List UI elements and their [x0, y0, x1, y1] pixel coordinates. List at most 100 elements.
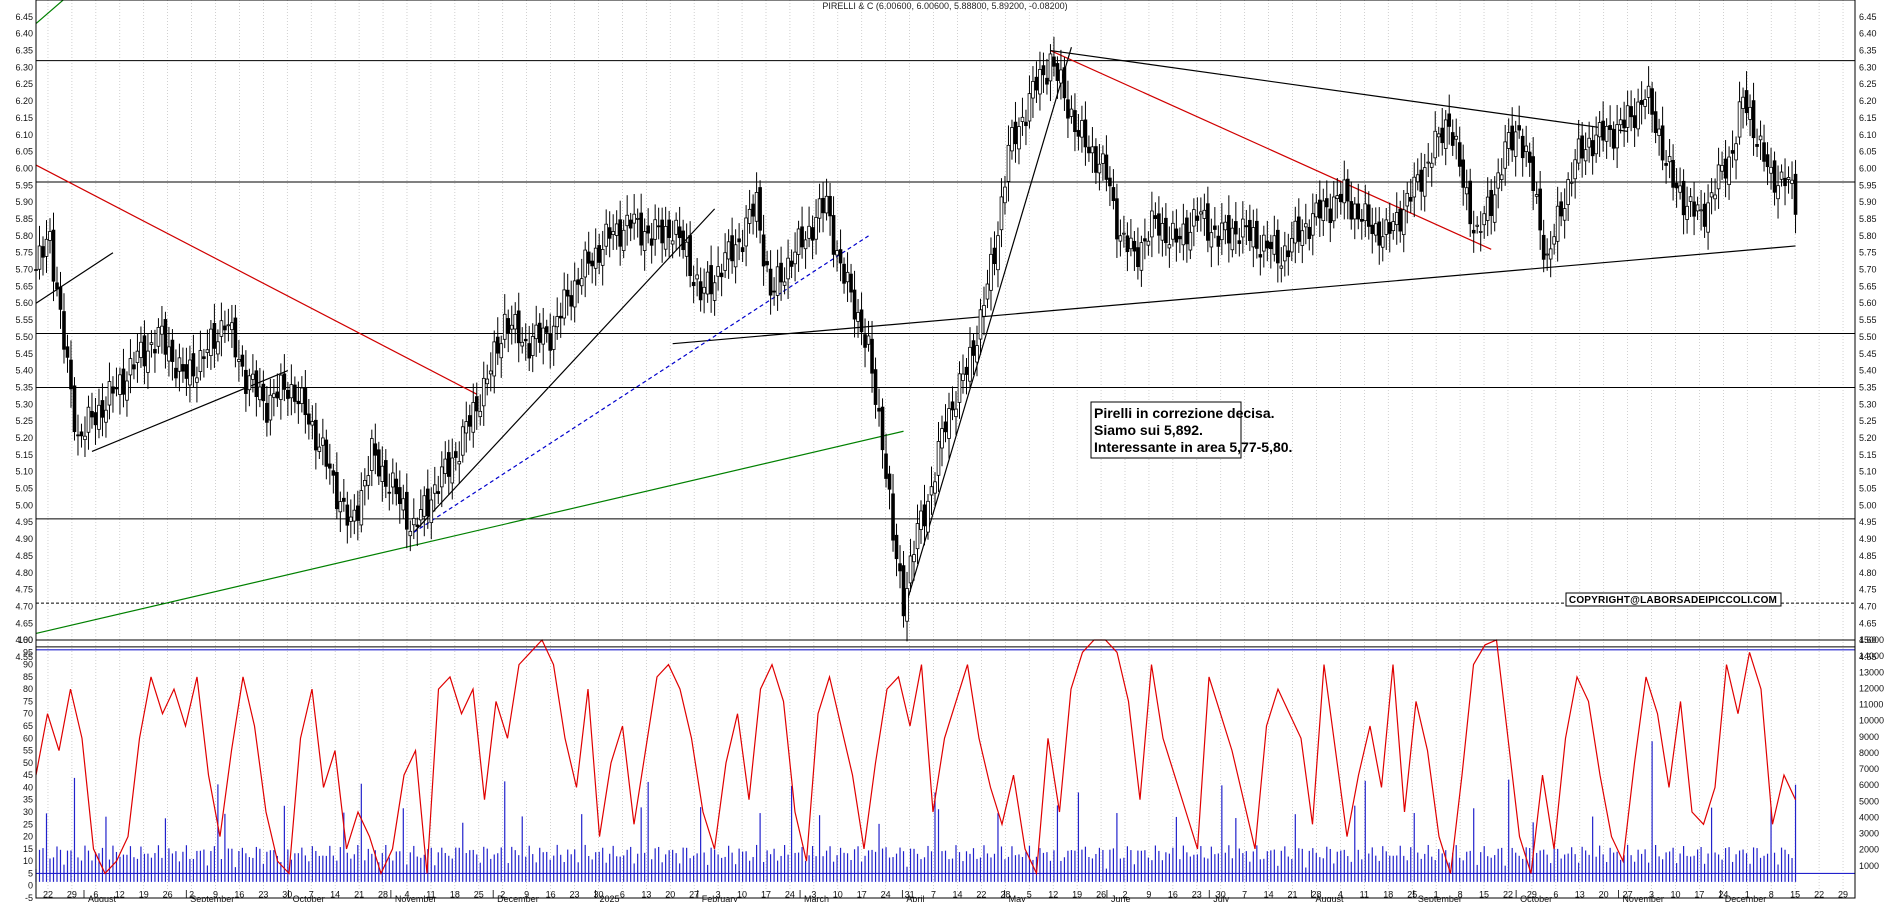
candle-body: [800, 226, 804, 248]
candle-body: [1678, 185, 1682, 193]
candle-body: [1010, 127, 1014, 152]
x-day-label: 31: [905, 890, 915, 900]
candle-body: [293, 384, 297, 402]
candle-body: [1234, 221, 1238, 235]
price-y-tick-left: 6.15: [15, 113, 33, 123]
candle-body: [1727, 156, 1731, 186]
price-y-tick-left: 6.45: [15, 12, 33, 22]
price-y-tick-right: 5.05: [1859, 484, 1877, 494]
price-y-tick-left: 5.45: [15, 349, 33, 359]
candle-body: [1087, 146, 1091, 154]
x-day-label: 22: [1814, 890, 1824, 900]
candle-body: [268, 394, 273, 421]
candle-body: [1660, 125, 1665, 161]
osc-y-tick: 35: [23, 795, 33, 805]
x-day-label: 4: [1338, 890, 1343, 900]
candle-body: [604, 223, 608, 247]
candle-body: [628, 219, 633, 229]
candle-body: [1524, 145, 1528, 152]
candle-body: [1702, 203, 1707, 227]
x-day-label: 19: [1072, 890, 1082, 900]
candle-body: [824, 195, 829, 214]
candle-body: [1723, 158, 1728, 179]
price-y-tick-right: 6.00: [1859, 163, 1877, 173]
x-day-label: 13: [1575, 890, 1585, 900]
price-y-tick-left: 6.40: [15, 29, 33, 39]
candle-body: [1097, 163, 1102, 174]
candle-body: [1604, 125, 1609, 142]
candle-body: [1461, 159, 1466, 188]
candle-body: [1230, 227, 1235, 251]
volume-y-tick: 7000: [1859, 764, 1879, 774]
x-day-label: 25: [474, 890, 484, 900]
candle-body: [79, 431, 84, 437]
price-y-tick-left: 5.80: [15, 231, 33, 241]
candle-body: [845, 271, 850, 283]
x-day-label: 21: [354, 890, 364, 900]
x-day-label: 26: [1096, 890, 1106, 900]
candle-body: [205, 349, 210, 353]
x-day-label: 12: [1048, 890, 1058, 900]
x-day-label: 16: [234, 890, 244, 900]
x-day-label: 10: [1670, 890, 1680, 900]
candle-body: [240, 354, 245, 367]
candle-body: [569, 295, 574, 307]
candle-body: [1304, 223, 1308, 228]
candle-body: [1125, 235, 1130, 253]
candle-body: [1188, 231, 1193, 251]
candle-body: [118, 374, 122, 395]
candle-body: [1160, 223, 1165, 241]
candle-body: [789, 260, 794, 267]
candle-body: [139, 341, 143, 358]
candle-body: [1692, 201, 1696, 217]
candle-body: [1111, 187, 1116, 202]
candle-body: [265, 402, 269, 423]
candle-body: [523, 338, 528, 342]
candle-body: [1492, 194, 1497, 223]
x-day-label: 29: [1838, 890, 1848, 900]
levels-layer: [36, 60, 1855, 648]
candle-body: [1300, 230, 1305, 246]
candle-body: [300, 387, 304, 404]
candle-body: [1786, 177, 1791, 180]
candle-body: [1545, 253, 1549, 256]
x-day-label: 6: [93, 890, 98, 900]
x-day-label: 14: [1264, 890, 1274, 900]
price-y-tick-left: 5.05: [15, 484, 33, 494]
candle-body: [342, 497, 346, 502]
price-y-tick-right: 4.55: [1859, 652, 1877, 662]
oscillator-line: [35, 638, 1797, 876]
x-day-label: 7: [931, 890, 936, 900]
candle-body: [905, 588, 909, 622]
candle-body: [1629, 106, 1633, 118]
candle-body: [982, 305, 986, 317]
candle-body: [1255, 220, 1259, 249]
candle-body: [919, 510, 923, 530]
copyright-label: COPYRIGHT@LABORSADEIPICCOLI.COM: [1565, 592, 1782, 607]
candle-body: [1331, 196, 1336, 222]
candle-body: [1013, 121, 1018, 145]
candle-body: [684, 241, 689, 257]
candle-body: [1052, 56, 1056, 67]
candle-body: [502, 313, 507, 340]
x-day-label: 30: [282, 890, 292, 900]
x-day-label: 15: [1479, 890, 1489, 900]
x-day-label: 7: [1242, 890, 1247, 900]
candle-body: [254, 370, 259, 398]
candle-body: [583, 249, 587, 278]
candle-body: [642, 231, 647, 251]
candle-body: [1548, 248, 1553, 260]
candle-body: [677, 226, 682, 239]
candle-body: [957, 373, 962, 403]
volume-layer: [35, 741, 1797, 882]
candle-body: [247, 375, 252, 391]
candle-body: [156, 327, 161, 347]
candle-body: [1171, 222, 1175, 240]
candle-body: [76, 434, 80, 437]
candle-body: [1272, 235, 1277, 255]
candle-body: [1569, 181, 1574, 184]
candle-body: [1150, 210, 1154, 238]
candle-body: [978, 309, 983, 340]
candle-body: [1034, 76, 1039, 91]
candle-body: [782, 281, 787, 286]
